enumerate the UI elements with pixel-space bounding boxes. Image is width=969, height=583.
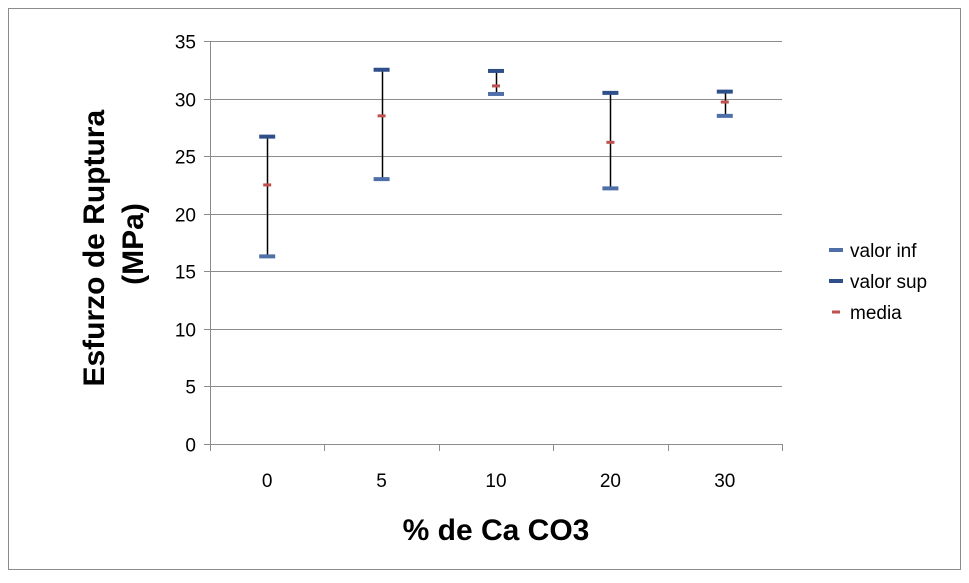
hilo-layer — [266, 69, 727, 257]
grid-layer — [210, 41, 782, 387]
marker-layer — [259, 67, 733, 259]
y-axis-title-line-2: (MPa) — [117, 203, 150, 285]
x-tick-label: 30 — [714, 471, 735, 492]
y-axis-title-line-1: Esfurzo de Ruptura — [78, 110, 111, 387]
y-tick-label: 0 — [185, 436, 196, 457]
x-tick-label: 5 — [376, 471, 387, 492]
legend: valor inf valor sup media — [829, 241, 927, 324]
legend-label: valor sup — [850, 272, 927, 293]
x-tick-label: 10 — [485, 471, 506, 492]
legend-label: valor inf — [850, 241, 917, 262]
y-tick-label: 15 — [175, 263, 196, 284]
legend-label: media — [850, 303, 902, 324]
y-tick-label: 25 — [175, 148, 196, 169]
x-tick-label: 0 — [262, 471, 273, 492]
y-tick-label: 20 — [175, 206, 196, 227]
tick-label-layer: 0 5 10 15 20 25 30 35 0 5 10 20 30 — [175, 33, 736, 493]
y-tick-label: 5 — [185, 378, 196, 399]
y-tick-label: 35 — [175, 33, 196, 54]
y-tick-label: 10 — [175, 321, 196, 342]
axis-layer — [204, 41, 783, 451]
x-tick-label: 20 — [600, 471, 621, 492]
chart-border — [8, 8, 961, 570]
y-tick-label: 30 — [175, 91, 196, 112]
y-axis-title: Esfurzo de Ruptura (MPa) — [78, 101, 150, 386]
x-axis-title: % de Ca CO3 — [403, 514, 590, 547]
